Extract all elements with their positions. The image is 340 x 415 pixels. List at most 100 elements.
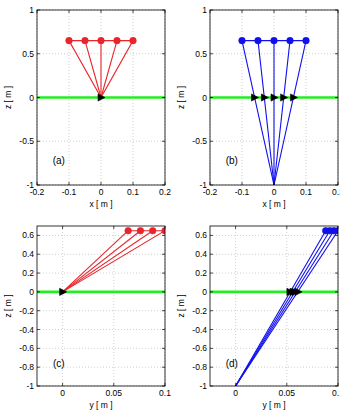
y-tick-label: -1	[199, 180, 207, 190]
y-tick	[335, 329, 338, 330]
y-tick	[162, 329, 165, 330]
x-tick	[210, 182, 211, 185]
plot-area	[210, 227, 338, 386]
y-tick	[210, 273, 213, 274]
y-tick	[162, 141, 165, 142]
y-tick	[37, 53, 40, 54]
y-tick	[37, 254, 40, 255]
x-tick	[113, 226, 114, 229]
grid-line	[210, 291, 338, 292]
y-tick-label: -0.6	[192, 343, 207, 353]
x-tick	[210, 10, 211, 13]
y-axis-label: z [ m ]	[176, 86, 186, 109]
y-tick	[335, 235, 338, 236]
grid-line	[37, 348, 165, 349]
y-tick	[210, 310, 213, 311]
x-tick	[62, 383, 63, 386]
x-tick	[69, 182, 70, 185]
x-tick	[133, 10, 134, 13]
x-tick	[235, 226, 236, 229]
axes-frame	[37, 10, 165, 185]
y-tick-label: 1	[202, 5, 207, 15]
x-tick	[101, 182, 102, 185]
y-tick	[210, 348, 213, 349]
x-tick	[62, 226, 63, 229]
plot-background	[210, 226, 338, 386]
ray-line	[63, 231, 141, 292]
x-axis-label: y [ m ]	[262, 400, 285, 410]
triangle-marker	[261, 94, 268, 101]
plot-background	[37, 226, 165, 386]
x-tick	[242, 182, 243, 185]
x-tick-label: 0.1	[159, 388, 171, 398]
ray-line	[85, 41, 101, 98]
y-tick-label: -0.5	[192, 136, 207, 146]
y-tick-label: -0.4	[192, 325, 207, 335]
y-tick	[210, 185, 213, 186]
y-tick-label: 0.2	[22, 268, 34, 278]
panel: -0.2-0.100.10.2-1-0.500.51x [ m ]z [ m ]…	[176, 5, 340, 209]
y-axis-label: z [ m ]	[176, 294, 186, 317]
panel-label: (c)	[53, 358, 65, 369]
plot-area	[37, 227, 165, 295]
y-tick	[37, 291, 40, 292]
y-tick	[37, 273, 40, 274]
x-tick-label: 0.2	[159, 187, 171, 197]
y-tick	[210, 254, 213, 255]
x-tick	[306, 10, 307, 13]
x-tick	[274, 10, 275, 13]
y-tick-label: 1	[29, 5, 34, 15]
x-tick	[165, 10, 166, 13]
x-tick-label: -0.1	[235, 187, 250, 197]
y-tick	[335, 367, 338, 368]
y-tick-label: 0.5	[22, 49, 34, 59]
receiver-marker	[125, 227, 132, 234]
y-tick-label: -1	[26, 180, 34, 190]
receiver-marker	[82, 37, 89, 44]
receiver-marker	[162, 227, 165, 234]
triangle-marker	[281, 94, 288, 101]
receiver-marker	[137, 227, 144, 234]
panel-label: (a)	[53, 155, 65, 166]
y-tick-label: 0.4	[195, 249, 207, 259]
y-tick-label: 0.4	[22, 249, 34, 259]
x-tick	[286, 383, 287, 386]
y-axis-label: z [ m ]	[3, 294, 13, 317]
x-tick	[338, 383, 339, 386]
ray-line	[273, 41, 274, 185]
y-tick	[335, 310, 338, 311]
x-tick	[165, 182, 166, 185]
x-tick	[235, 383, 236, 386]
grid-line	[210, 235, 338, 236]
panel: 00.050.1-1-0.8-0.6-0.4-0.200.20.40.6y [ …	[3, 226, 171, 410]
x-tick	[101, 10, 102, 13]
surface-line	[210, 291, 338, 294]
y-tick	[162, 97, 165, 98]
y-tick	[37, 235, 40, 236]
grid-line	[37, 291, 165, 292]
receiver-marker	[271, 37, 278, 44]
y-tick	[37, 329, 40, 330]
ray-line	[63, 231, 165, 292]
y-tick	[335, 291, 338, 292]
x-tick-label: 0	[60, 388, 65, 398]
panel-label: (b)	[226, 155, 238, 166]
y-tick	[162, 291, 165, 292]
y-tick-label: -0.2	[192, 306, 207, 316]
ray-line	[101, 41, 133, 98]
y-tick-label: 0.5	[195, 49, 207, 59]
y-tick-label: -0.8	[19, 362, 34, 372]
y-tick	[162, 348, 165, 349]
x-axis-label: x [ m ]	[262, 199, 285, 209]
y-tick-label: 0.6	[22, 230, 34, 240]
y-tick	[37, 10, 40, 11]
y-tick	[210, 235, 213, 236]
y-tick	[37, 310, 40, 311]
ray-line	[274, 41, 306, 185]
x-axis-label: x [ m ]	[89, 199, 112, 209]
x-tick	[37, 182, 38, 185]
y-tick	[335, 348, 338, 349]
x-tick	[242, 10, 243, 13]
x-tick	[113, 383, 114, 386]
y-tick	[37, 97, 40, 98]
